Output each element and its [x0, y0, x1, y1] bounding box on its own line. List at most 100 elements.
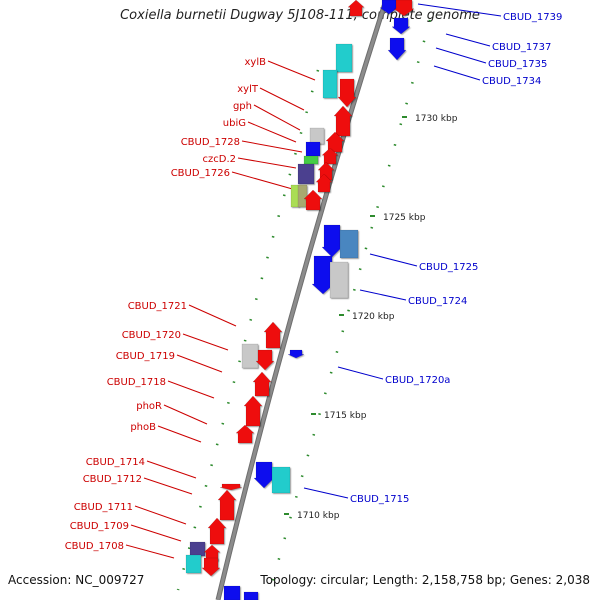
forward-gene-label: CBUD_1719 — [116, 351, 175, 362]
label-leader — [433, 65, 481, 81]
forward-gene-label: CBUD_1728 — [181, 137, 240, 148]
forward-gene-label: czcD.2 — [203, 154, 237, 165]
gene-arrow — [255, 349, 275, 371]
forward-gene-label: gph — [233, 101, 252, 112]
label-leader — [417, 3, 502, 17]
reverse-gene-label: CBUD_1720a — [385, 375, 450, 386]
label-leader — [237, 157, 297, 169]
label-leader — [163, 404, 208, 425]
reverse-gene-label: CBUD_1737 — [492, 42, 551, 53]
gene-arrow — [325, 131, 345, 153]
reverse-gene-label: CBUD_1735 — [488, 59, 547, 70]
gene-block — [271, 466, 291, 494]
reverse-gene-label: CBUD_1725 — [419, 262, 478, 273]
gene-arrow — [315, 173, 333, 193]
gene-arrow — [321, 224, 343, 258]
label-leader — [130, 524, 182, 542]
reverse-gene-label: CBUD_1739 — [503, 12, 562, 23]
gene-block — [303, 155, 319, 165]
gene-block — [241, 343, 259, 369]
gene-block — [335, 43, 353, 73]
gene-arrow — [321, 147, 339, 165]
gene-arrow — [207, 517, 227, 545]
gene-arrow — [347, 0, 365, 17]
gene-block — [339, 229, 359, 259]
forward-gene-label: CBUD_1709 — [70, 521, 129, 532]
label-leader — [188, 304, 237, 327]
gene-arrow — [311, 255, 335, 295]
label-leader — [337, 366, 384, 380]
reverse-gene-label: CBUD_1724 — [408, 296, 467, 307]
gene-arrow — [333, 105, 353, 137]
gene-arrow — [287, 349, 305, 359]
label-leader — [176, 354, 223, 373]
gene-block — [329, 261, 349, 299]
gene-block — [223, 585, 241, 600]
gene-arrow — [219, 483, 243, 491]
scale-label: 1725 kbp — [383, 213, 426, 223]
gene-arrow — [263, 321, 283, 349]
label-leader — [247, 121, 297, 143]
gene-arrow — [243, 395, 263, 427]
forward-gene-label: CBUD_1721 — [128, 301, 187, 312]
backbone-line — [216, 0, 388, 600]
label-leader — [134, 505, 187, 525]
label-leader — [369, 253, 418, 267]
gene-block — [189, 541, 206, 557]
label-leader — [253, 104, 301, 131]
label-leader — [167, 380, 215, 399]
gene-arrow — [201, 557, 221, 577]
label-leader — [445, 33, 491, 47]
gene-arrow — [317, 161, 335, 181]
reverse-gene-label: CBUD_1715 — [350, 494, 409, 505]
gene-arrow — [303, 189, 323, 211]
gene-arrow — [337, 78, 357, 108]
label-leader — [146, 460, 197, 479]
forward-gene-label: xylT — [237, 84, 259, 95]
label-leader — [125, 544, 175, 559]
gene-arrow — [252, 371, 272, 397]
forward-gene-label: CBUD_1714 — [86, 457, 145, 468]
gene-block — [185, 554, 202, 574]
scale-label: 1730 kbp — [415, 114, 458, 124]
forward-gene-label: xylB — [245, 57, 267, 68]
scale-label: 1715 kbp — [324, 411, 367, 421]
label-leader — [143, 477, 193, 495]
forward-gene-label: CBUD_1718 — [107, 377, 166, 388]
label-leader — [359, 289, 407, 301]
gene-block — [297, 163, 315, 185]
gene-block — [243, 591, 259, 600]
label-leader — [241, 140, 303, 153]
gene-arrow — [387, 37, 407, 61]
gene-block — [305, 141, 321, 157]
forward-gene-label: CBUD_1708 — [65, 541, 124, 552]
forward-gene-label: ubiG — [223, 118, 246, 129]
label-leader — [259, 87, 305, 111]
topology-text: Topology: circular; Length: 2,158,758 bp… — [260, 573, 590, 587]
gene-arrow — [235, 424, 255, 444]
forward-gene-label: phoB — [130, 422, 156, 433]
forward-gene-label: CBUD_1712 — [83, 474, 142, 485]
gene-arrow — [253, 461, 275, 489]
forward-gene-label: phoR — [136, 401, 162, 412]
gene-arrow — [391, 17, 411, 35]
gene-block — [297, 184, 308, 208]
reverse-gene-label: CBUD_1734 — [482, 76, 541, 87]
scale-label: 1710 kbp — [297, 511, 340, 521]
label-leader — [182, 333, 229, 351]
forward-gene-label: CBUD_1711 — [74, 502, 133, 513]
gene-arrow — [393, 0, 415, 17]
gene-block — [322, 69, 338, 99]
scale-label: 1720 kbp — [352, 312, 395, 322]
label-leader — [303, 487, 349, 499]
gene-block — [309, 127, 325, 145]
label-leader — [231, 171, 297, 191]
forward-gene-label: CBUD_1726 — [171, 168, 230, 179]
forward-gene-label: CBUD_1720 — [122, 330, 181, 341]
label-leader — [157, 425, 202, 443]
label-leader — [267, 60, 316, 81]
gene-arrow — [217, 489, 237, 521]
label-leader — [435, 47, 487, 64]
